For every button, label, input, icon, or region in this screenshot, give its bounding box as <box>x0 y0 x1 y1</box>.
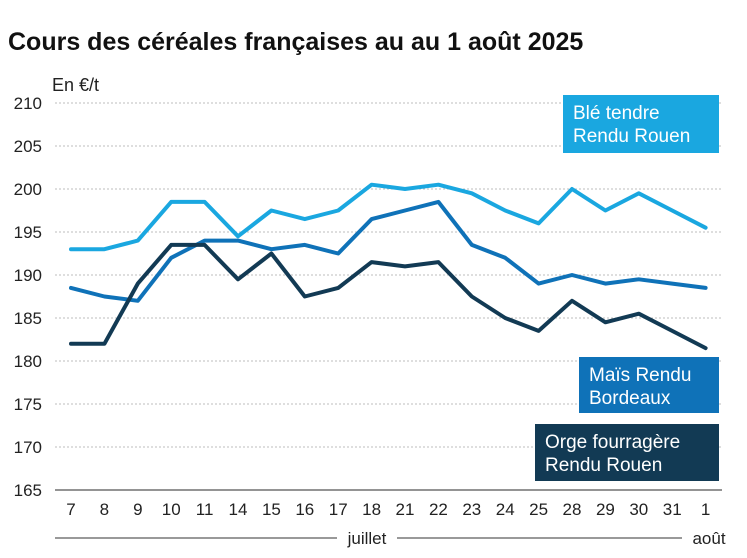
legend-label: Rendu Rouen <box>573 126 690 147</box>
y-tick-label: 190 <box>14 266 42 285</box>
y-tick-label: 180 <box>14 352 42 371</box>
grid-lines <box>55 102 722 491</box>
month-label-juillet: juillet <box>347 529 387 548</box>
x-tick-label: 28 <box>563 500 582 519</box>
legend-label: Maïs Rendu <box>589 365 691 386</box>
x-tick-label: 14 <box>229 500 248 519</box>
x-tick-label: 21 <box>396 500 415 519</box>
y-tick-label: 175 <box>14 395 42 414</box>
x-tick-label: 16 <box>295 500 314 519</box>
x-tick-label: 7 <box>66 500 75 519</box>
y-tick-label: 195 <box>14 223 42 242</box>
y-tick-label: 205 <box>14 137 42 156</box>
legend-box <box>535 424 719 481</box>
series-line-mais-rendu-bordeaux <box>69 199 708 303</box>
y-tick-label: 200 <box>14 180 42 199</box>
y-axis-unit: En €/t <box>52 75 99 95</box>
x-tick-label: 1 <box>701 500 710 519</box>
x-tick-label: 17 <box>329 500 348 519</box>
x-tick-label: 10 <box>162 500 181 519</box>
x-tick-label: 31 <box>663 500 682 519</box>
x-tick-label: 9 <box>133 500 142 519</box>
month-axis: juillet août <box>55 529 726 548</box>
x-axis-ticks: 7 8 9 10 11 14 15 16 17 18 21 22 23 24 25 28 29 30 31 1 <box>66 500 710 519</box>
series-line-orge-fourragere-rendu-rouen <box>69 242 708 351</box>
x-tick-label: 25 <box>529 500 548 519</box>
x-tick-label: 24 <box>496 500 515 519</box>
legend-label: Rendu Rouen <box>545 455 662 476</box>
legend-label: Blé tendre <box>573 103 660 124</box>
x-tick-label: 15 <box>262 500 281 519</box>
legend-box <box>579 357 719 413</box>
month-label-aout: août <box>692 529 725 548</box>
x-tick-label: 11 <box>196 500 214 519</box>
x-tick-label: 29 <box>596 500 615 519</box>
x-tick-label: 30 <box>629 500 648 519</box>
chart-title: Cours des céréales françaises au au 1 ao… <box>8 28 583 56</box>
y-tick-label: 170 <box>14 438 42 457</box>
y-tick-label: 165 <box>14 481 42 500</box>
series-line-ble-tendre-rendu-rouen <box>69 182 708 252</box>
x-tick-label: 8 <box>100 500 109 519</box>
y-tick-label: 185 <box>14 309 42 328</box>
legend-label: Bordeaux <box>589 388 671 409</box>
x-tick-label: 18 <box>362 500 381 519</box>
legend-box <box>563 95 719 153</box>
series-lines <box>69 182 708 351</box>
y-tick-label: 210 <box>14 94 42 113</box>
y-axis-ticks: 165 170 175 180 185 190 195 200 205 210 <box>14 94 42 500</box>
legend-label: Orge fourragère <box>545 432 680 453</box>
x-tick-label: 23 <box>462 500 481 519</box>
x-tick-label: 22 <box>429 500 448 519</box>
